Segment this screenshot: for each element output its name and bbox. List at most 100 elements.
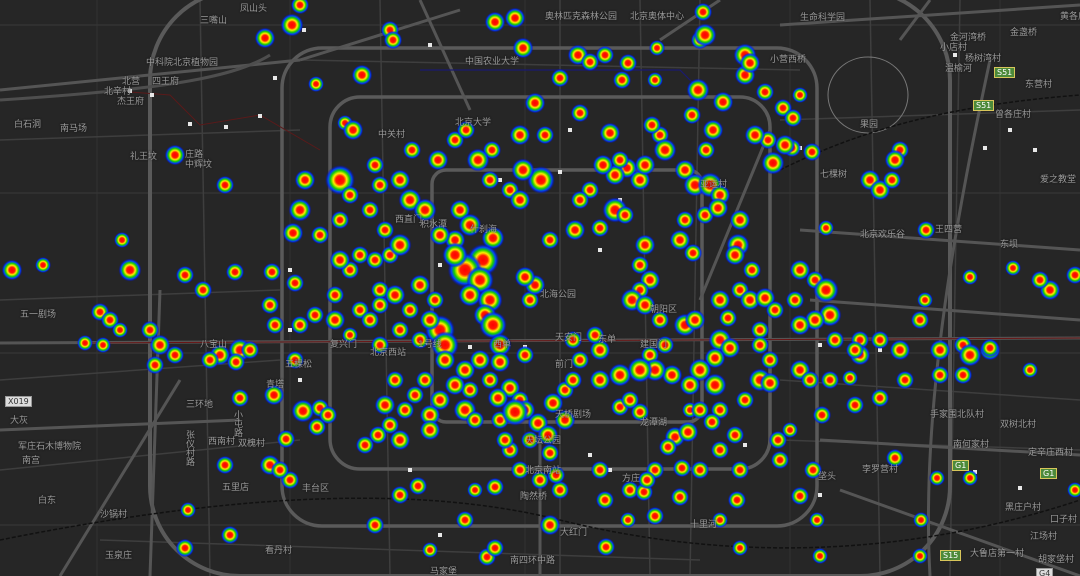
heat-spot	[215, 455, 235, 475]
heat-spot	[928, 469, 946, 487]
heat-spot	[540, 230, 560, 250]
heat-spot	[427, 149, 449, 171]
heat-spot	[385, 370, 405, 390]
heat-spot	[630, 255, 650, 275]
place-label: 陶然桥	[520, 492, 548, 502]
road-shield-badge: S51	[994, 67, 1016, 78]
heat-spot	[725, 425, 745, 445]
place-label: 东单	[598, 335, 617, 345]
arterial-road	[0, 418, 241, 432]
heat-spot	[1066, 481, 1080, 499]
heat-spot	[811, 547, 829, 565]
heat-spot	[390, 485, 410, 505]
heat-spot	[291, 399, 315, 423]
heat-spot	[760, 350, 780, 370]
heat-spot	[817, 219, 835, 237]
heat-spot	[220, 525, 240, 545]
heat-spot	[469, 349, 491, 371]
place-label: 青塔	[266, 380, 285, 390]
place-label: 天桥剧场	[555, 410, 592, 420]
heat-spot	[825, 330, 845, 350]
place-label: 五棵松	[285, 360, 313, 370]
street	[99, 539, 701, 561]
heat-spot	[512, 37, 534, 59]
heat-spot	[409, 274, 431, 296]
heat-spot	[480, 170, 500, 190]
place-label: 庄路	[185, 150, 204, 160]
heat-spot	[789, 259, 811, 281]
place-label: 北营	[122, 77, 141, 87]
heat-spot	[276, 429, 296, 449]
heat-spot	[761, 151, 785, 175]
heat-spot	[637, 470, 657, 490]
highway	[926, 59, 992, 576]
heat-spot	[789, 314, 811, 336]
heat-spot	[481, 226, 505, 250]
heat-spot	[634, 154, 656, 176]
place-label: 杰王府	[117, 97, 145, 107]
place-label: 西南村	[208, 437, 236, 447]
heat-spot	[390, 320, 410, 340]
heat-spot	[813, 277, 839, 303]
heat-spot	[329, 249, 351, 271]
place-label: 小店村	[940, 43, 968, 53]
heat-spot	[370, 335, 390, 355]
place-label: 金河湾桥	[950, 33, 987, 43]
highway	[0, 53, 271, 102]
station-marker	[1033, 148, 1037, 152]
heat-spot	[677, 421, 699, 443]
station-marker	[558, 170, 562, 174]
heat-spot	[910, 310, 930, 330]
heat-spot	[634, 294, 656, 316]
arterial-road	[839, 488, 1080, 576]
place-label: 八宝山	[200, 340, 228, 350]
heat-spot	[802, 142, 822, 162]
station-marker	[1018, 486, 1022, 490]
heat-spot	[429, 389, 451, 411]
arterial-road	[299, 8, 461, 62]
heat-spot	[193, 280, 213, 300]
heat-spot	[589, 369, 611, 391]
station-marker	[1008, 128, 1012, 132]
heat-spot	[270, 460, 290, 480]
heat-spot	[395, 400, 415, 420]
place-label: 江场村	[1030, 532, 1058, 542]
heat-spot	[535, 125, 555, 145]
place-label: 四王府	[152, 77, 180, 87]
heat-spot	[1030, 270, 1050, 290]
heat-spot	[735, 390, 755, 410]
street	[299, 59, 801, 71]
heat-spot	[495, 430, 515, 450]
place-label: 北京大学	[455, 118, 492, 128]
heat-spot	[402, 140, 422, 160]
place-label: 什刹海	[470, 225, 498, 235]
heat-spot	[669, 229, 691, 251]
place-label: 西单	[493, 340, 512, 350]
place-label: 白石洞	[14, 120, 42, 130]
station-marker	[302, 28, 306, 32]
heat-spot	[620, 480, 640, 500]
place-label: 五里店	[222, 483, 250, 493]
heat-spot	[388, 233, 412, 257]
heat-spot	[384, 284, 406, 306]
heat-spot	[841, 369, 859, 387]
heat-spot	[324, 309, 346, 331]
heat-spot	[94, 336, 112, 354]
heat-spot	[458, 213, 482, 237]
heat-spot	[646, 71, 664, 89]
heat-spot	[702, 412, 722, 432]
heat-spot	[642, 115, 662, 135]
heat-spot	[466, 481, 484, 499]
place-label: 方庄	[622, 474, 641, 484]
heat-spot	[783, 108, 803, 128]
heat-spot	[455, 510, 475, 530]
heat-spot	[589, 339, 611, 361]
station-marker	[188, 122, 192, 126]
heat-spot	[285, 350, 305, 370]
heat-spot	[703, 373, 727, 397]
heat-spot	[803, 460, 823, 480]
heat-spot	[405, 385, 425, 405]
arterial-road	[58, 379, 182, 576]
heat-spot	[149, 334, 171, 356]
